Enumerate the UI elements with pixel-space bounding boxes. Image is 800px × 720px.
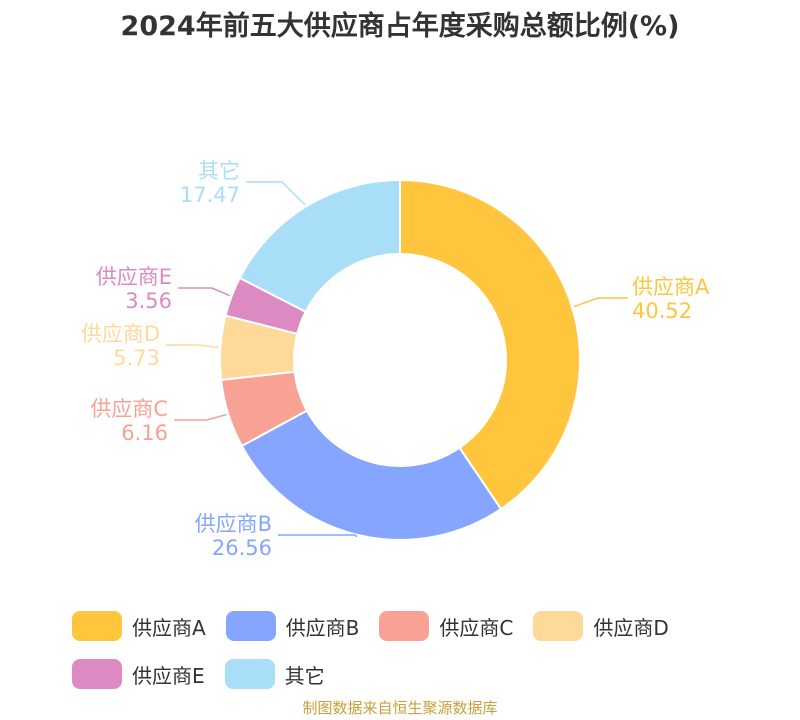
slice-label-c: 供应商C [90,397,168,421]
slice-value-other: 17.47 [180,183,240,207]
legend-item-c[interactable]: 供应商C [379,610,513,642]
leader-line-a [573,297,628,308]
legend-swatch-e [72,659,122,689]
leader-line-e [178,287,231,297]
slice-label-d: 供应商D [81,322,160,346]
slice-label-a: 供应商A [632,275,710,299]
slice-label-b: 供应商B [195,512,272,536]
legend-item-d[interactable]: 供应商D [533,610,669,642]
slice-label-other: 其它 [198,159,240,183]
legend-swatch-c [379,611,430,641]
leader-line-d [166,344,219,349]
leader-line-c [174,413,227,421]
slice-value-e: 3.56 [125,289,172,313]
legend-label-a: 供应商A [132,615,206,640]
legend-label-c: 供应商C [439,615,514,640]
slice-value-b: 26.56 [212,536,272,560]
legend-item-e[interactable]: 供应商E [72,658,205,690]
slice-value-d: 5.73 [113,346,160,370]
slice-value-c: 6.16 [121,421,168,445]
legend-swatch-d [533,611,584,641]
donut-slice-b[interactable] [240,409,503,541]
leader-line-b [278,534,358,538]
legend-item-other[interactable]: 其它 [224,658,325,690]
leader-line-other [246,181,306,206]
data-source-note: 制图数据来自恒生聚源数据库 [302,699,498,717]
chart-title: 2024年前五大供应商占年度采购总额比例(%) [120,11,680,42]
legend-label-d: 供应商D [593,615,669,640]
legend-item-b[interactable]: 供应商B [225,610,360,642]
slice-value-a: 40.52 [632,299,692,323]
legend-swatch-other [224,659,275,689]
donut-slice-a[interactable] [399,178,581,511]
donut-slice-other[interactable] [238,178,401,314]
legend-swatch-a [72,611,122,641]
legend-label-e: 供应商E [132,663,205,688]
legend: 供应商A 供应商B 供应商C 供应商D 供应商E 其它 [72,610,772,690]
slice-label-e: 供应商E [96,265,172,289]
legend-label-b: 供应商B [285,615,360,640]
legend-label-other: 其它 [284,663,325,688]
legend-swatch-b [225,611,276,641]
legend-item-a[interactable]: 供应商A [72,610,206,642]
